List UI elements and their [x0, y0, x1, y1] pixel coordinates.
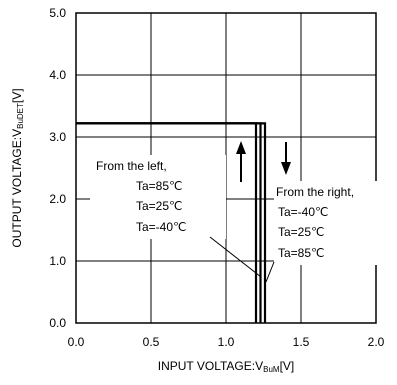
- y-axis-label-main: OUTPUT VOLTAGE:V: [10, 129, 24, 248]
- x-tick-label: 0.5: [143, 335, 160, 349]
- right-leader-line: [265, 261, 275, 283]
- y-tick-label: 2.0: [49, 192, 66, 206]
- left-annotation-heading: From the left,: [96, 159, 167, 173]
- right-annotation-heading: From the right,: [276, 185, 354, 199]
- x-tick-label: 1.5: [293, 335, 310, 349]
- x-axis-label: INPUT VOLTAGE:VBuM[V]: [158, 359, 294, 374]
- x-axis-label-sub: BuM: [263, 365, 280, 374]
- down-arrow-icon: [281, 142, 291, 175]
- y-tick-label: 4.0: [49, 68, 66, 82]
- y-tick-label: 3.0: [49, 130, 66, 144]
- y-tick-labels: 0.0 1.0 2.0 3.0 4.0 5.0: [49, 6, 66, 330]
- y-tick-label: 5.0: [49, 6, 66, 20]
- left-annotation-line-2: Ta=25℃: [136, 199, 183, 213]
- right-annotation-background: [274, 181, 380, 265]
- x-axis-label-main: INPUT VOLTAGE:V: [158, 359, 263, 373]
- x-tick-label: 0.0: [68, 335, 85, 349]
- left-annotation-line-1: Ta=85℃: [136, 179, 183, 193]
- right-annotation-line-3: Ta=85℃: [278, 246, 325, 260]
- series-line: [76, 122, 267, 323]
- y-tick-label: 1.0: [49, 254, 66, 268]
- right-annotation-line-1: Ta=-40℃: [278, 205, 329, 219]
- y-axis-label: OUTPUT VOLTAGE:VBuDET[V]: [10, 88, 25, 247]
- left-annotation-line-3: Ta=-40℃: [136, 220, 187, 234]
- x-tick-labels: 0.0 0.5 1.0 1.5 2.0: [68, 335, 385, 349]
- series-layer: [76, 122, 267, 323]
- x-tick-label: 1.0: [218, 335, 235, 349]
- y-tick-label: 0.0: [49, 316, 66, 330]
- y-axis-label-sub: BuDET: [16, 103, 25, 129]
- left-leader-line: [209, 236, 262, 278]
- up-arrow-icon: [236, 141, 246, 182]
- plot-frame: [75, 12, 377, 324]
- right-annotation-line-2: Ta=25℃: [278, 225, 325, 239]
- left-annotation-background: [90, 155, 226, 239]
- y-axis-label-unit: [V]: [10, 88, 24, 103]
- x-axis-label-unit: [V]: [280, 359, 295, 373]
- x-tick-label: 2.0: [368, 335, 385, 349]
